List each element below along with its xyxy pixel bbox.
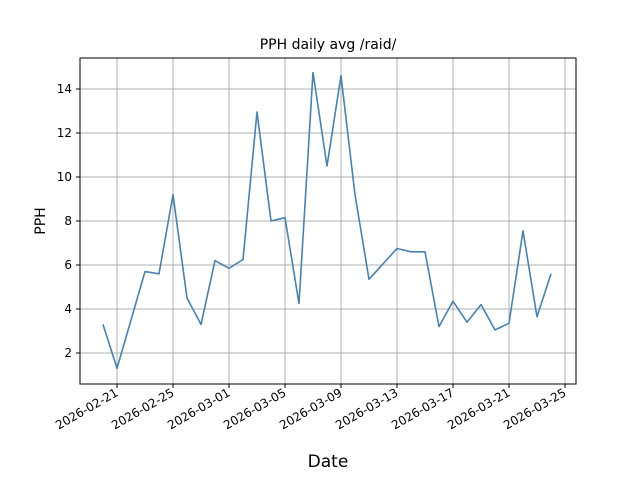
x-tick-label: 2026-03-25 bbox=[501, 385, 568, 432]
y-tick-label: 10 bbox=[57, 170, 72, 184]
y-axis-ticks: 2 4 6 8 10 12 14 bbox=[57, 82, 80, 360]
x-tick-label: 2026-02-25 bbox=[109, 385, 176, 432]
x-tick-label: 2026-02-21 bbox=[53, 385, 120, 432]
x-tick-label: 2026-03-17 bbox=[389, 385, 456, 432]
x-tick-label: 2026-03-09 bbox=[277, 385, 344, 432]
x-axis-label: Date bbox=[308, 452, 349, 472]
chart-title: PPH daily avg /raid/ bbox=[260, 37, 397, 53]
x-tick-label: 2026-03-13 bbox=[333, 385, 400, 432]
grid-lines bbox=[80, 58, 576, 384]
pph-series-line bbox=[102, 71, 552, 370]
y-tick-label: 4 bbox=[64, 302, 72, 316]
y-tick-label: 12 bbox=[57, 126, 72, 140]
y-tick-label: 14 bbox=[57, 82, 72, 96]
y-axis-label: PPH bbox=[33, 207, 49, 234]
y-tick-label: 2 bbox=[64, 346, 72, 360]
y-tick-label: 6 bbox=[64, 258, 72, 272]
x-tick-label: 2026-03-05 bbox=[221, 385, 288, 432]
x-tick-label: 2026-03-01 bbox=[165, 385, 232, 432]
x-axis-ticks: 2026-02-212026-02-252026-03-012026-03-05… bbox=[53, 384, 569, 432]
x-tick-label: 2026-03-21 bbox=[445, 385, 512, 432]
y-tick-label: 8 bbox=[64, 214, 72, 228]
